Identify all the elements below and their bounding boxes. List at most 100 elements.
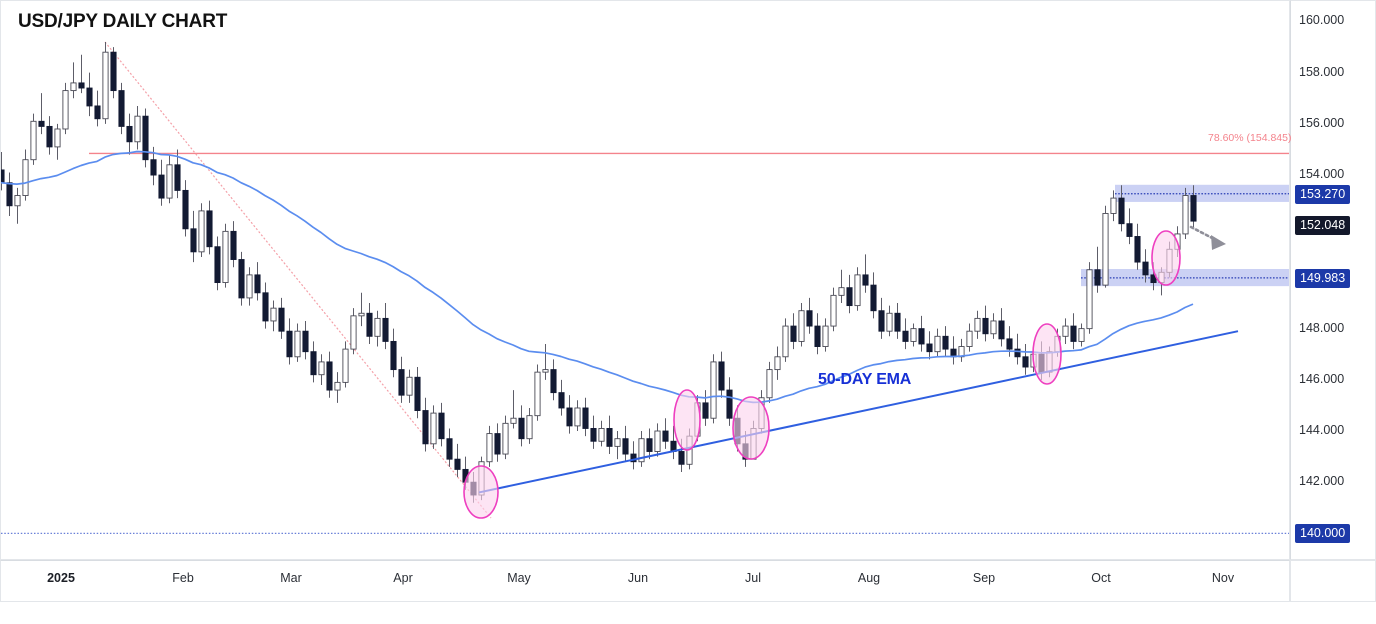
candle-body[interactable] — [398, 369, 405, 396]
candle-body[interactable] — [1190, 195, 1197, 222]
candle-body[interactable] — [926, 343, 933, 353]
candle-body[interactable] — [22, 159, 29, 196]
candle-body[interactable] — [286, 330, 293, 358]
candle-body[interactable] — [1022, 356, 1029, 368]
candle-body[interactable] — [1142, 261, 1149, 276]
candle-body[interactable] — [390, 340, 397, 371]
candle-body[interactable] — [902, 330, 909, 342]
candle-body[interactable] — [214, 246, 221, 284]
candle-body[interactable] — [878, 310, 885, 332]
candle-body[interactable] — [854, 274, 861, 307]
candle-body[interactable] — [94, 105, 101, 120]
candle-body[interactable] — [510, 417, 517, 424]
candle-body[interactable] — [1078, 328, 1085, 342]
candle-body[interactable] — [302, 330, 309, 353]
candle-body[interactable] — [590, 428, 597, 442]
candle-body[interactable] — [1182, 195, 1189, 235]
candle-body[interactable] — [1126, 223, 1133, 237]
candle-body[interactable] — [726, 389, 733, 419]
candle-body[interactable] — [14, 195, 21, 207]
candle-body[interactable] — [254, 274, 261, 294]
candle-body[interactable] — [190, 228, 197, 253]
candle-body[interactable] — [638, 438, 645, 463]
candle-body[interactable] — [814, 325, 821, 348]
candle-body[interactable] — [1006, 338, 1013, 350]
candle-body[interactable] — [334, 381, 341, 391]
price-badge[interactable]: 140.000 — [1295, 524, 1351, 544]
candle-body[interactable] — [198, 210, 205, 253]
candle-body[interactable] — [158, 174, 165, 199]
candle-body[interactable] — [862, 274, 869, 286]
candle-body[interactable] — [430, 412, 437, 445]
candle-body[interactable] — [718, 361, 725, 391]
candle-body[interactable] — [974, 317, 981, 332]
chart-plot-area[interactable] — [0, 0, 1290, 560]
candle-body[interactable] — [1086, 269, 1093, 330]
candle-body[interactable] — [1070, 325, 1077, 342]
candle-body[interactable] — [574, 407, 581, 427]
candle-body[interactable] — [38, 120, 45, 127]
candle-body[interactable] — [238, 259, 245, 299]
time-axis[interactable]: 2025 Feb Mar Apr May Jun Jul Aug Sep Oct Nov — [0, 560, 1290, 602]
candle-body[interactable] — [86, 87, 93, 107]
candle-body[interactable] — [502, 422, 509, 455]
candle-body[interactable] — [246, 274, 253, 299]
candle-body[interactable] — [782, 325, 789, 358]
candle-body[interactable] — [1110, 197, 1117, 214]
candle-body[interactable] — [1118, 197, 1125, 225]
candle-body[interactable] — [422, 410, 429, 445]
candle-body[interactable] — [614, 438, 621, 447]
candle-body[interactable] — [54, 128, 61, 148]
candle-body[interactable] — [766, 369, 773, 399]
candle-body[interactable] — [78, 82, 85, 89]
candle-body[interactable] — [1014, 348, 1021, 358]
candle-body[interactable] — [598, 428, 605, 442]
candle-body[interactable] — [526, 415, 533, 440]
candle-body[interactable] — [806, 310, 813, 327]
candle-body[interactable] — [438, 412, 445, 440]
candle-body[interactable] — [454, 458, 461, 470]
candle-body[interactable] — [1102, 212, 1109, 286]
candle-body[interactable] — [30, 120, 37, 161]
price-badge[interactable]: 152.048 — [1295, 216, 1351, 236]
candle-body[interactable] — [630, 453, 637, 463]
candle-body[interactable] — [166, 164, 173, 199]
candle-body[interactable] — [918, 328, 925, 345]
candle-body[interactable] — [1062, 325, 1069, 337]
candle-body[interactable] — [990, 320, 997, 335]
candle-body[interactable] — [366, 312, 373, 337]
price-axis[interactable]: 160.000 158.000 156.000 154.000 148.000 146.0… — [1290, 0, 1376, 560]
candle-body[interactable] — [646, 438, 653, 452]
candle-body[interactable] — [174, 164, 181, 191]
candle-body[interactable] — [486, 433, 493, 463]
candle-body[interactable] — [710, 361, 717, 419]
candle-body[interactable] — [910, 328, 917, 342]
candle-body[interactable] — [934, 335, 941, 353]
candle-body[interactable] — [414, 376, 421, 411]
candle-body[interactable] — [6, 182, 13, 207]
price-badge[interactable]: 153.270 — [1295, 184, 1351, 204]
candle-body[interactable] — [830, 294, 837, 327]
candle-body[interactable] — [998, 320, 1005, 340]
candle-body[interactable] — [1134, 236, 1141, 263]
candle-body[interactable] — [446, 438, 453, 460]
candle-body[interactable] — [182, 189, 189, 230]
candle-body[interactable] — [102, 51, 109, 120]
candle-body[interactable] — [206, 210, 213, 248]
candle-body[interactable] — [270, 307, 277, 322]
candle-body[interactable] — [118, 90, 125, 127]
candle-body[interactable] — [822, 325, 829, 348]
candle-body[interactable] — [262, 292, 269, 322]
candle-body[interactable] — [790, 325, 797, 342]
candle-body[interactable] — [310, 351, 317, 376]
candle-body[interactable] — [870, 284, 877, 312]
candle-body[interactable] — [838, 287, 845, 296]
candle-body[interactable] — [678, 451, 685, 465]
candle-body[interactable] — [886, 312, 893, 332]
candle-body[interactable] — [222, 230, 229, 284]
candle-body[interactable] — [582, 407, 589, 429]
candle-body[interactable] — [494, 433, 501, 455]
candle-body[interactable] — [1, 169, 5, 184]
candle-body[interactable] — [350, 315, 357, 350]
candle-body[interactable] — [542, 369, 549, 373]
